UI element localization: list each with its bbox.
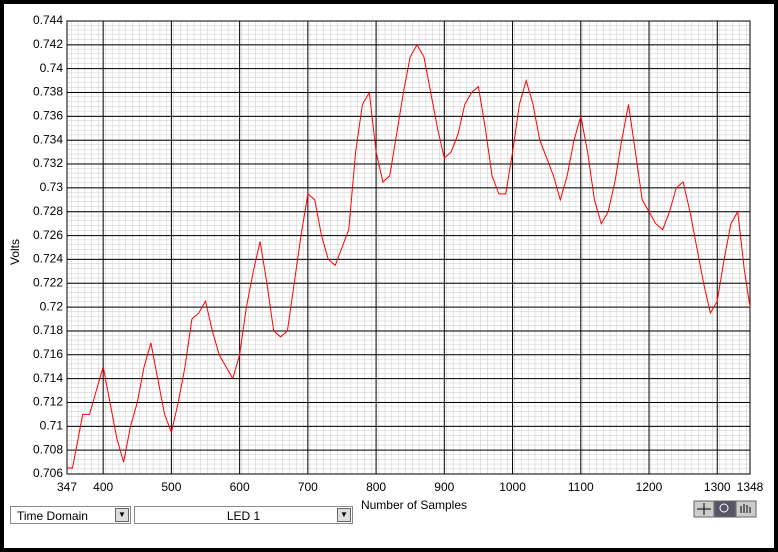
y-tick-label: 0.734	[33, 132, 63, 146]
y-tick-label: 0.74	[40, 61, 64, 75]
display-mode: Time Domain	[17, 509, 88, 523]
y-tick-label: 0.728	[33, 204, 63, 218]
y-axis-label: Volts	[8, 239, 22, 265]
x-tick-label: 1200	[636, 480, 663, 494]
x-tick-label: 400	[93, 480, 113, 494]
dropdown-arrow[interactable]: ▼	[337, 508, 351, 522]
channel: LED 1	[226, 509, 261, 523]
y-tick-label: 0.738	[33, 85, 63, 99]
x-axis-label: Number of Samples	[361, 498, 467, 512]
x-tick-label: 500	[161, 480, 181, 494]
y-tick-label: 0.72	[40, 299, 64, 313]
y-tick-label: 0.73	[40, 180, 64, 194]
y-tick-label: 0.724	[33, 252, 63, 266]
y-tick-label: 0.718	[33, 323, 63, 337]
x-tick-label: 347	[57, 480, 77, 494]
x-tick-label: 1300	[704, 480, 731, 494]
plot-frame	[66, 20, 751, 475]
y-tick-label: 0.742	[33, 37, 63, 51]
channel-select[interactable]: LED 1 ▼	[134, 506, 353, 524]
minor-grid	[67, 21, 750, 474]
y-tick-label: 0.732	[33, 156, 63, 170]
y-tick-label: 0.744	[33, 13, 63, 27]
dropdown-arrow[interactable]: ▼	[115, 508, 129, 522]
y-tick-label: 0.712	[33, 395, 63, 409]
chart: Volts Number of Samples 0.706 0.708 0.71 0.…	[8, 13, 764, 518]
x-tick-label: 1100	[568, 480, 594, 494]
x-tick-label: 1000	[499, 480, 526, 494]
data-line	[67, 43, 751, 469]
y-tick-label: 0.714	[33, 371, 63, 385]
y-tick-label: 0.736	[33, 109, 63, 123]
y-tick-label: 0.726	[33, 228, 63, 242]
y-tick-label: 0.706	[33, 466, 63, 480]
y-tick-label: 0.722	[33, 275, 63, 289]
x-tick-label: 900	[434, 480, 454, 494]
graph-tools[interactable]	[693, 500, 757, 518]
x-tick-label: 800	[366, 480, 386, 494]
y-tick-label: 0.716	[33, 347, 63, 361]
y-tick-label: 0.71	[40, 418, 64, 432]
y-tick-label: 0.708	[33, 442, 63, 456]
x-tick-label: 600	[230, 480, 250, 494]
x-tick-label: 1348	[737, 480, 764, 494]
display-mode-select[interactable]: Time Domain ▼	[10, 506, 131, 524]
x-tick-label: 700	[298, 480, 318, 494]
